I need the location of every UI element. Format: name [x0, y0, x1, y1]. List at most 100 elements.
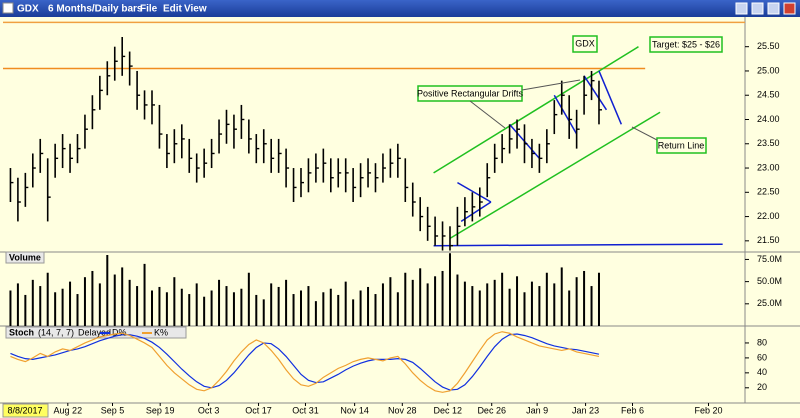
y-tick-label: 50.0M: [757, 276, 782, 286]
volume-bar: [270, 283, 273, 326]
x-tick-label: Aug 22: [54, 405, 83, 415]
volume-bar: [553, 283, 556, 326]
volume-bar: [76, 294, 79, 326]
y-tick-label: 25.50: [757, 41, 780, 51]
volume-bar: [292, 294, 295, 326]
volume-bar: [262, 299, 265, 326]
x-tick-label: Feb 6: [621, 405, 644, 415]
x-tick-label: Oct 17: [245, 405, 272, 415]
volume-bar: [195, 283, 198, 326]
annotation: Positive Rectangular Drifts: [417, 88, 524, 98]
y-tick-label: 20: [757, 382, 767, 392]
annotation-box: [656, 137, 707, 154]
annotation: Target: $25 - $26: [652, 39, 720, 49]
volume-bar: [173, 277, 176, 326]
volume-bar: [314, 301, 317, 326]
volume-bar: [337, 294, 340, 326]
volume-bar: [180, 288, 183, 326]
x-tick-label: Nov 28: [388, 405, 417, 415]
volume-bar: [583, 270, 586, 326]
volume-bar: [404, 272, 407, 326]
volume-bar: [419, 268, 422, 326]
volume-bar: [389, 277, 392, 326]
period[interactable]: 6 Months/Daily bars: [48, 4, 143, 15]
volume-bar: [530, 281, 533, 326]
volume-bar: [210, 290, 213, 326]
x-tick-label: Jan 23: [572, 405, 599, 415]
annotation: Return Line: [658, 140, 705, 150]
volume-bar: [247, 272, 250, 326]
volume-bar: [493, 279, 496, 326]
volume-bar: [396, 292, 399, 326]
x-tick-label: Nov 14: [340, 405, 369, 415]
volume-bar: [16, 283, 19, 326]
stoch-line: [10, 333, 600, 391]
volume-bar: [69, 281, 72, 326]
y-tick-label: 40: [757, 367, 767, 377]
volume-bar: [188, 294, 191, 326]
panel-title-box: [5, 251, 45, 264]
x-tick-label: Sep 5: [101, 405, 125, 415]
x-tick-label: Dec 26: [477, 405, 506, 415]
volume-bar: [322, 292, 325, 326]
volume-bar: [478, 290, 481, 326]
annotation: GDX: [575, 38, 595, 48]
menu[interactable]: View: [184, 4, 207, 15]
menu[interactable]: Edit: [163, 4, 183, 15]
close-button[interactable]: [783, 2, 796, 15]
volume-bar: [128, 279, 131, 326]
volume-bar: [329, 288, 332, 326]
volume-bar: [299, 290, 302, 326]
annotation-arrow: [469, 100, 506, 129]
volume-bar: [83, 277, 86, 326]
x-tick-label: Dec 12: [433, 405, 462, 415]
y-tick-label: 25.0M: [757, 298, 782, 308]
volume-bar: [91, 270, 94, 326]
volume-bar: [255, 294, 258, 326]
legend-label: D%: [112, 327, 127, 337]
volume-bar: [441, 270, 444, 326]
window-button[interactable]: [767, 2, 780, 15]
window-button[interactable]: [751, 2, 764, 15]
volume-bar: [560, 267, 563, 326]
y-tick-label: 21.50: [757, 235, 780, 245]
x-tick-label: Feb 20: [694, 405, 722, 415]
overlay-line: [598, 70, 623, 125]
volume-bar: [471, 286, 474, 326]
volume-bar: [367, 286, 370, 326]
cursor-label: 8/8/2017: [7, 405, 42, 415]
volume-bar: [24, 294, 27, 326]
volume-bar: [448, 253, 451, 326]
volume-bar: [150, 290, 153, 326]
y-tick-label: 22.50: [757, 187, 780, 197]
volume-bar: [486, 283, 489, 326]
symbol[interactable]: GDX: [17, 4, 39, 15]
volume-bar: [344, 281, 347, 326]
volume-bar: [501, 272, 504, 326]
annotation-arrow: [631, 126, 658, 141]
volume-bar: [411, 279, 414, 326]
volume-bar: [61, 288, 64, 326]
volume-bar: [158, 286, 161, 326]
volume-bar: [31, 279, 34, 326]
volume-bar: [374, 294, 377, 326]
overlay-line: [433, 46, 639, 174]
overlay-line: [553, 94, 578, 135]
menu[interactable]: File: [140, 4, 158, 15]
volume-bar: [285, 279, 288, 326]
annotations: GDX Target: $25 - $26 Positive Rectangul…: [417, 35, 723, 154]
x-tick-label: Sep 19: [146, 405, 175, 415]
volume-bar: [575, 277, 578, 326]
overlay-line: [460, 201, 492, 223]
volume-bar: [113, 274, 116, 326]
toolbar-icon: [2, 2, 14, 14]
window-button[interactable]: [735, 2, 748, 15]
volume-bar: [545, 272, 548, 326]
volume-bar: [352, 299, 355, 326]
volume-bar: [121, 267, 124, 326]
volume-bar: [218, 279, 221, 326]
volume-bar: [46, 272, 49, 326]
cursor-box: [2, 403, 49, 418]
volume-bar: [136, 286, 139, 326]
